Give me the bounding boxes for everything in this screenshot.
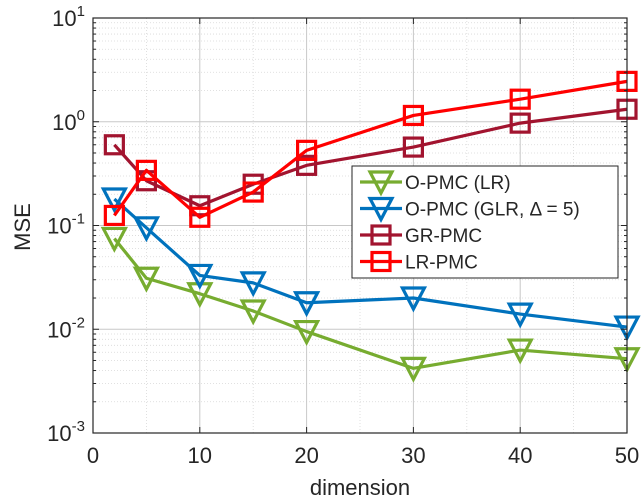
series-1 [100, 226, 641, 383]
data-point [509, 112, 531, 134]
data-point [402, 136, 424, 158]
data-point [506, 302, 534, 329]
legend-marker [367, 196, 395, 223]
data-point [132, 216, 161, 243]
x-tick-label: 0 [87, 443, 99, 468]
data-point [135, 159, 157, 181]
data-point [186, 263, 214, 290]
axes: 0 10 20 30 40 50 10-3 10-2 10-1 100 101 [47, 3, 639, 468]
data-point [189, 195, 211, 217]
legend-entry: O-PMC (LR) [360, 170, 511, 197]
legend-entry: O-PMC (GLR, Δ = 5) [360, 196, 580, 223]
series-line [113, 237, 628, 370]
x-tick-label: 40 [508, 443, 532, 468]
legend-marker [367, 170, 395, 197]
y-tick-label: 10-2 [47, 314, 85, 342]
y-tick-label: 101 [52, 3, 85, 31]
x-axis-label: dimension [310, 475, 410, 500]
data-point [100, 187, 129, 214]
legend-marker [370, 224, 392, 246]
legend-entry: GR-PMC [360, 224, 482, 247]
data-point [242, 181, 264, 203]
legend-entry: LR-PMC [360, 250, 478, 274]
data-point [296, 154, 318, 176]
legend-label: LR-PMC [405, 253, 478, 274]
data-point [402, 104, 424, 127]
data-point [100, 226, 129, 253]
legend-box [351, 165, 619, 279]
x-tick-label: 50 [615, 443, 639, 468]
data-point [239, 271, 267, 298]
data-point [506, 338, 534, 365]
data-point [103, 134, 125, 156]
y-tick-label: 100 [52, 107, 85, 135]
x-tick-label: 20 [294, 443, 318, 468]
data-point [189, 206, 211, 228]
legend-label: O-PMC (LR) [405, 173, 511, 194]
data-point [296, 139, 318, 161]
data-point [399, 286, 428, 313]
data-point [509, 88, 531, 110]
series-lines [100, 70, 641, 383]
legend-label: O-PMC (GLR, Δ = 5) [405, 200, 580, 221]
legend-label: GR-PMC [405, 226, 482, 247]
data-point [132, 266, 161, 293]
data-point [292, 291, 321, 318]
series-4 [103, 70, 638, 228]
legend-marker [370, 250, 392, 273]
y-axis-label: MSE [10, 203, 35, 251]
data-point [399, 356, 428, 383]
data-point [103, 204, 125, 227]
y-tick-label: 10-3 [47, 418, 85, 446]
data-point [292, 319, 321, 347]
y-tick-label: 10-1 [47, 211, 85, 239]
data-point [239, 299, 267, 326]
series-line [113, 197, 628, 329]
x-tick-label: 10 [188, 443, 212, 468]
legend: O-PMC (LR) O-PMC (GLR, Δ = 5) GR-PMC LR-PMC [351, 165, 619, 279]
x-tick-label: 30 [401, 443, 425, 468]
